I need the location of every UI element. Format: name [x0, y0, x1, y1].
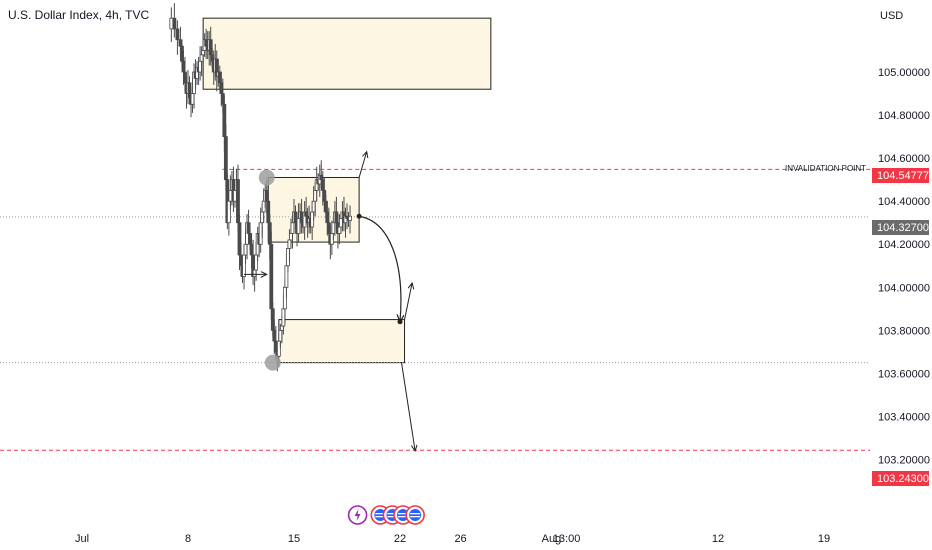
projection-end-dot [397, 319, 403, 325]
price-tick-label: 104.80000 [878, 110, 930, 122]
price-tick-label: 103.80000 [878, 325, 930, 337]
invalidation-price-text: 104.54777 [877, 170, 929, 182]
currency-label[interactable]: USD [880, 10, 903, 22]
time-tick-label: 26 [454, 533, 466, 545]
time-tick-label: 13:00 [553, 533, 581, 545]
time-tick-label: 15 [288, 533, 300, 545]
price-tick-label: 104.00000 [878, 282, 930, 294]
zone-box-3 [278, 319, 406, 364]
target-price-text: 103.24300 [877, 473, 929, 485]
candle-body [175, 28, 180, 41]
price-tick-label: 103.20000 [878, 455, 930, 467]
levels-layer [0, 168, 870, 451]
annotation-arrow [401, 362, 416, 451]
time-tick-label: 19 [818, 533, 830, 545]
price-axis[interactable]: 105.00000 104.80000 104.60000 104.40000 104.… [878, 67, 930, 467]
price-tick-label: 103.60000 [878, 368, 930, 380]
events-layer[interactable] [347, 505, 425, 525]
target-price-tag [872, 471, 929, 486]
projection-curve [359, 215, 401, 321]
us-flag-event-icon[interactable] [405, 505, 425, 525]
current-price-tag [872, 220, 929, 235]
time-tick-label: 12 [712, 533, 724, 545]
time-tick-label: 22 [394, 533, 406, 545]
price-tick-label: 104.60000 [878, 153, 930, 165]
swing-marker [258, 169, 275, 186]
annotation-arrow [404, 283, 413, 320]
annotations-layer [244, 152, 415, 451]
chart-title: U.S. Dollar Index, 4h, TVC [8, 8, 150, 22]
candles-layer [169, 3, 352, 372]
swing-marker [264, 354, 281, 371]
candle-body [269, 243, 274, 310]
candle-body [172, 17, 177, 30]
zone-box-1 [202, 17, 492, 90]
invalidation-label: INVALIDATION POINT [785, 164, 866, 173]
bolt-event-icon[interactable] [347, 505, 368, 525]
price-tick-label: 103.40000 [878, 411, 930, 423]
time-tick-label: Jul [75, 533, 89, 545]
candle-body [169, 17, 174, 30]
projection-start-dot [356, 213, 362, 219]
price-tick-label: 104.40000 [878, 196, 930, 208]
price-tick-label: 104.20000 [878, 239, 930, 251]
candle-body [348, 215, 352, 221]
current-price-text: 104.32700 [877, 222, 929, 234]
zones-layer [202, 17, 492, 364]
price-tick-label: 105.00000 [878, 67, 930, 79]
annotation-arrow [358, 152, 367, 178]
time-tick-label: 8 [185, 533, 191, 545]
invalidation-price-tag [872, 168, 929, 183]
time-tick-label: Aug [542, 533, 562, 545]
